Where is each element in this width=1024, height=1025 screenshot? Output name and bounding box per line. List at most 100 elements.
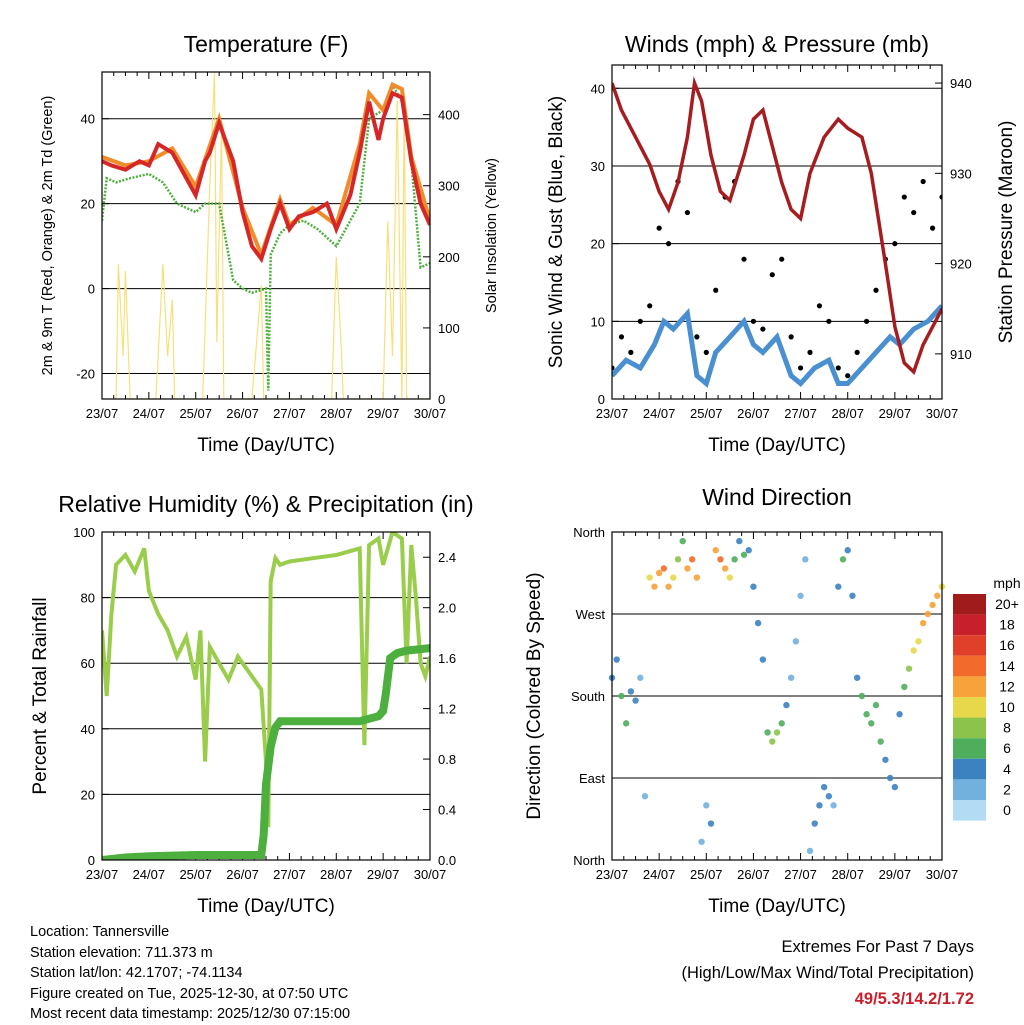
direction-point xyxy=(674,556,682,563)
y-tick-label: 0 xyxy=(598,392,605,407)
direction-point xyxy=(688,556,696,563)
direction-point xyxy=(778,720,785,727)
colorbar-label: 20+ xyxy=(995,596,1019,612)
rh-line xyxy=(102,532,430,828)
direction-point xyxy=(764,729,771,736)
direction-point xyxy=(707,820,715,827)
direction-point xyxy=(622,720,630,727)
x-tick-label: 23/07 xyxy=(86,406,119,421)
chart-title: Temperature (F) xyxy=(184,31,349,57)
x-tick-label: 27/07 xyxy=(273,406,306,421)
direction-point xyxy=(830,802,837,809)
y-tick-label: 40 xyxy=(81,722,95,737)
direction-point xyxy=(891,783,899,791)
colorbar-label: 16 xyxy=(999,637,1015,653)
x-tick-label: 30/07 xyxy=(414,867,447,882)
colorbar-swatch xyxy=(953,758,986,780)
y-right-tick-label: 0.0 xyxy=(438,853,456,868)
direction-point xyxy=(655,569,663,577)
x-tick-label: 25/07 xyxy=(179,406,212,421)
y-axis-label: Direction (Colored By Speed) xyxy=(524,572,545,819)
direction-point xyxy=(839,556,847,563)
y-tick-label: East xyxy=(579,771,605,786)
gust-point xyxy=(807,349,813,355)
x-tick-label: 30/07 xyxy=(414,406,447,421)
direction-point xyxy=(901,683,908,691)
x-tick-label: 24/07 xyxy=(133,406,166,421)
gust-point xyxy=(920,178,926,185)
y-axis-label: Percent & Total Rainfall xyxy=(30,597,51,794)
gust-point xyxy=(779,256,785,262)
gust-point xyxy=(873,287,879,293)
y-right-tick-label: 0.4 xyxy=(438,803,456,818)
rainfall-line xyxy=(102,644,430,860)
extremes-subtitle: (High/Low/Max Wind/Total Precipitation) xyxy=(681,964,974,982)
direction-point xyxy=(910,647,917,654)
direction-point xyxy=(665,583,672,590)
colorbar-label: 6 xyxy=(1003,740,1011,756)
gust-point xyxy=(694,334,700,340)
direction-point xyxy=(882,756,889,763)
colorbar-title: mph xyxy=(993,575,1020,591)
y-tick-label: 30 xyxy=(591,159,605,174)
x-tick-label: 23/07 xyxy=(86,867,119,882)
direction-point xyxy=(792,638,800,645)
gust-point xyxy=(741,256,747,262)
pressure-line xyxy=(612,76,942,376)
gust-point xyxy=(939,194,942,200)
direction-point xyxy=(858,692,866,700)
y-tick-label: 20 xyxy=(81,197,95,212)
temperature-series xyxy=(102,72,430,399)
y-right-tick-label: 910 xyxy=(950,347,972,362)
temp-9m-line xyxy=(102,81,430,261)
gust-point xyxy=(863,318,870,324)
direction-point xyxy=(915,638,922,645)
y-right-axis-label: Station Pressure (Maroon) xyxy=(996,121,1017,344)
gust-point xyxy=(647,303,653,309)
colorbar-swatch xyxy=(953,594,986,615)
gust-point xyxy=(845,373,851,379)
x-tick-label: 29/07 xyxy=(367,406,400,421)
y-tick-label: 100 xyxy=(73,525,95,540)
gust-point xyxy=(656,225,662,231)
x-tick-label: 30/07 xyxy=(926,406,959,421)
x-tick-label: 24/07 xyxy=(133,867,166,882)
chart-title: Relative Humidity (%) & Precipitation (i… xyxy=(58,491,473,517)
colorbar-label: 10 xyxy=(999,699,1015,715)
gust-point xyxy=(684,209,691,216)
y-tick-label: South xyxy=(571,689,605,704)
y-tick-label: 40 xyxy=(81,112,95,127)
colorbar-label: 2 xyxy=(1003,781,1011,797)
x-tick-label: 28/07 xyxy=(831,867,864,882)
direction-point xyxy=(868,720,875,727)
y-right-tick-label: 0 xyxy=(438,392,445,407)
direction-point xyxy=(863,711,870,718)
direction-point xyxy=(684,565,691,572)
direction-point xyxy=(670,574,677,581)
y-tick-label: 40 xyxy=(591,81,605,96)
chart-title: Winds (mph) & Pressure (mb) xyxy=(625,31,929,57)
gust-point xyxy=(901,194,907,200)
gust-point xyxy=(788,334,794,340)
direction-point xyxy=(646,574,653,581)
y-right-tick-label: 1.6 xyxy=(438,651,456,666)
colorbar-swatch xyxy=(953,800,986,821)
y-right-tick-label: 920 xyxy=(950,257,972,272)
direction-point xyxy=(740,551,748,558)
direction-point xyxy=(736,537,743,545)
colorbar-label: 4 xyxy=(1003,761,1011,777)
direction-point xyxy=(797,592,804,599)
direction-point xyxy=(816,802,823,809)
plot-border xyxy=(611,531,943,861)
x-tick-label: 26/07 xyxy=(737,867,770,882)
gust-point xyxy=(835,365,841,371)
direction-point xyxy=(773,729,781,736)
colorbar-label: 18 xyxy=(999,617,1015,633)
gust-point xyxy=(854,349,860,355)
gust-point xyxy=(750,318,757,324)
direction-series xyxy=(608,537,946,855)
gust-point xyxy=(816,303,823,309)
direction-point xyxy=(637,674,644,681)
direction-point xyxy=(679,537,686,545)
